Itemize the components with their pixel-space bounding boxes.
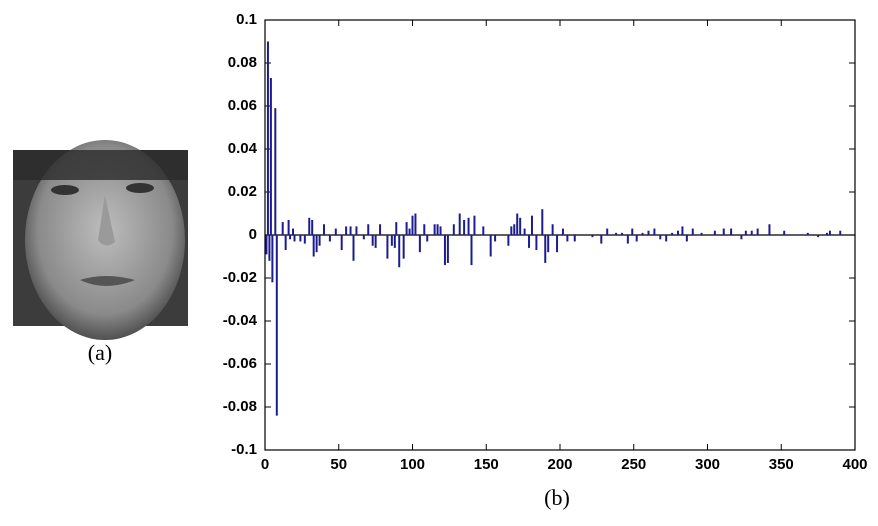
plot: -0.1 -0.08 -0.06 -0.04 -0.02 0 0.02 0.04 0.06 0.0…	[223, 11, 868, 473]
y-tick-label: -0.08	[223, 398, 257, 415]
plot-frame	[264, 19, 856, 451]
y-tick-label: -0.1	[231, 441, 257, 458]
y-tick-label: 0.1	[236, 11, 257, 28]
face-image	[13, 140, 188, 340]
y-tick-label: -0.04	[223, 312, 258, 329]
y-tick-label: -0.06	[223, 355, 257, 372]
x-tick-label: 200	[547, 456, 572, 473]
y-tick-label: 0.08	[228, 54, 257, 71]
y-tick-label: 0.06	[228, 97, 257, 114]
x-tick-label: 0	[261, 456, 269, 473]
y-tick-label: 0.04	[228, 140, 258, 157]
x-tick-label: 150	[474, 456, 499, 473]
caption: (a)	[88, 340, 112, 365]
y-tick-label: 0.02	[228, 183, 257, 200]
x-tick-label: 50	[330, 456, 347, 473]
caption: (b)	[544, 485, 570, 510]
x-tick-label: 100	[400, 456, 425, 473]
y-tick-label: -0.02	[223, 269, 257, 286]
y-tick-label: 0	[249, 226, 257, 243]
x-tick-label: 400	[842, 456, 867, 473]
x-tick-label: 250	[621, 456, 646, 473]
x-tick-label: 300	[695, 456, 720, 473]
x-tick-label: 350	[769, 456, 794, 473]
